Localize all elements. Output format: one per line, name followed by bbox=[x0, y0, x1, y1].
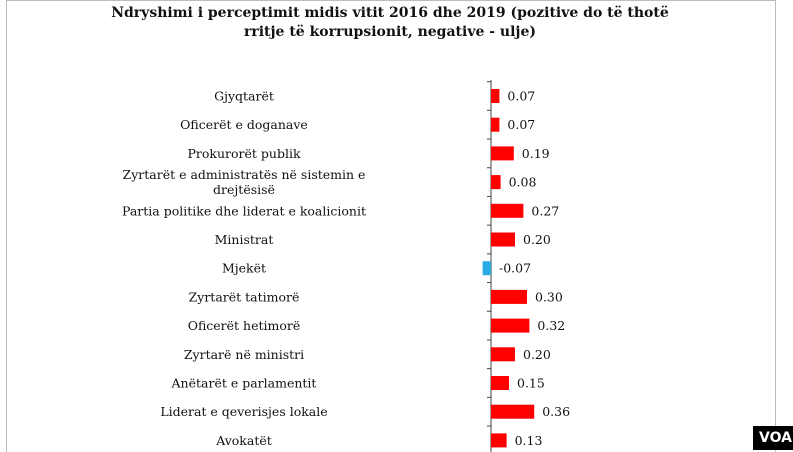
category-label-11: Liderat e qeverisjes lokale bbox=[160, 404, 327, 419]
bar-0 bbox=[491, 89, 500, 103]
value-label-8: 0.32 bbox=[537, 318, 565, 333]
bar-3 bbox=[491, 175, 501, 190]
category-label-1: Oficerët e doganave bbox=[180, 117, 308, 132]
value-label-1: 0.07 bbox=[507, 117, 535, 132]
value-label-5: 0.20 bbox=[523, 232, 551, 247]
bar-11 bbox=[491, 404, 535, 419]
category-label-4: Partia politike dhe liderat e koalicioni… bbox=[122, 203, 366, 218]
bar-10 bbox=[491, 376, 509, 390]
chart-border bbox=[6, 0, 776, 452]
bar-7 bbox=[491, 289, 527, 304]
category-label-3-1: drejtësisë bbox=[213, 182, 275, 197]
category-label-6: Mjekët bbox=[222, 261, 266, 276]
category-label-7: Zyrtarët tatimorë bbox=[189, 289, 300, 304]
bar-1 bbox=[491, 117, 500, 132]
value-label-4: 0.27 bbox=[531, 203, 559, 218]
value-label-11: 0.36 bbox=[542, 404, 570, 419]
value-label-10: 0.15 bbox=[517, 376, 545, 391]
chart-title-line-1: Ndryshimi i perceptimit midis vitit 2016… bbox=[111, 5, 669, 21]
bar-2 bbox=[491, 146, 514, 161]
category-label-0: Gjyqtarët bbox=[214, 89, 274, 104]
category-label-2: Prokurorët publik bbox=[187, 146, 300, 161]
category-label-10: Anëtarët e parlamentit bbox=[171, 376, 317, 391]
category-label-3-0: Zyrtarët e administratës në sistemin e bbox=[123, 167, 366, 182]
bar-6 bbox=[482, 261, 491, 276]
value-label-7: 0.30 bbox=[535, 289, 563, 304]
category-label-8: Oficerët hetimorë bbox=[188, 318, 301, 333]
bar-5 bbox=[491, 232, 515, 247]
bar-12 bbox=[491, 433, 507, 448]
bar-8 bbox=[491, 318, 530, 333]
value-label-6: -0.07 bbox=[499, 261, 531, 276]
voa-logo: VOA bbox=[753, 426, 793, 450]
chart-title: Ndryshimi i perceptimit midis vitit 2016… bbox=[80, 4, 700, 42]
bar-9 bbox=[491, 347, 515, 362]
value-label-12: 0.13 bbox=[515, 433, 543, 448]
value-label-2: 0.19 bbox=[522, 146, 550, 161]
bar-4 bbox=[491, 203, 524, 218]
category-label-5: Ministrat bbox=[215, 232, 274, 247]
value-label-3: 0.08 bbox=[509, 175, 537, 190]
category-label-9: Zyrtarë në ministri bbox=[184, 347, 304, 362]
category-label-12: Avokatët bbox=[215, 433, 272, 448]
value-label-9: 0.20 bbox=[523, 347, 551, 362]
chart-title-line-2: rritje të korrupsionit, negative - ulje) bbox=[243, 24, 537, 40]
value-label-0: 0.07 bbox=[507, 89, 535, 104]
